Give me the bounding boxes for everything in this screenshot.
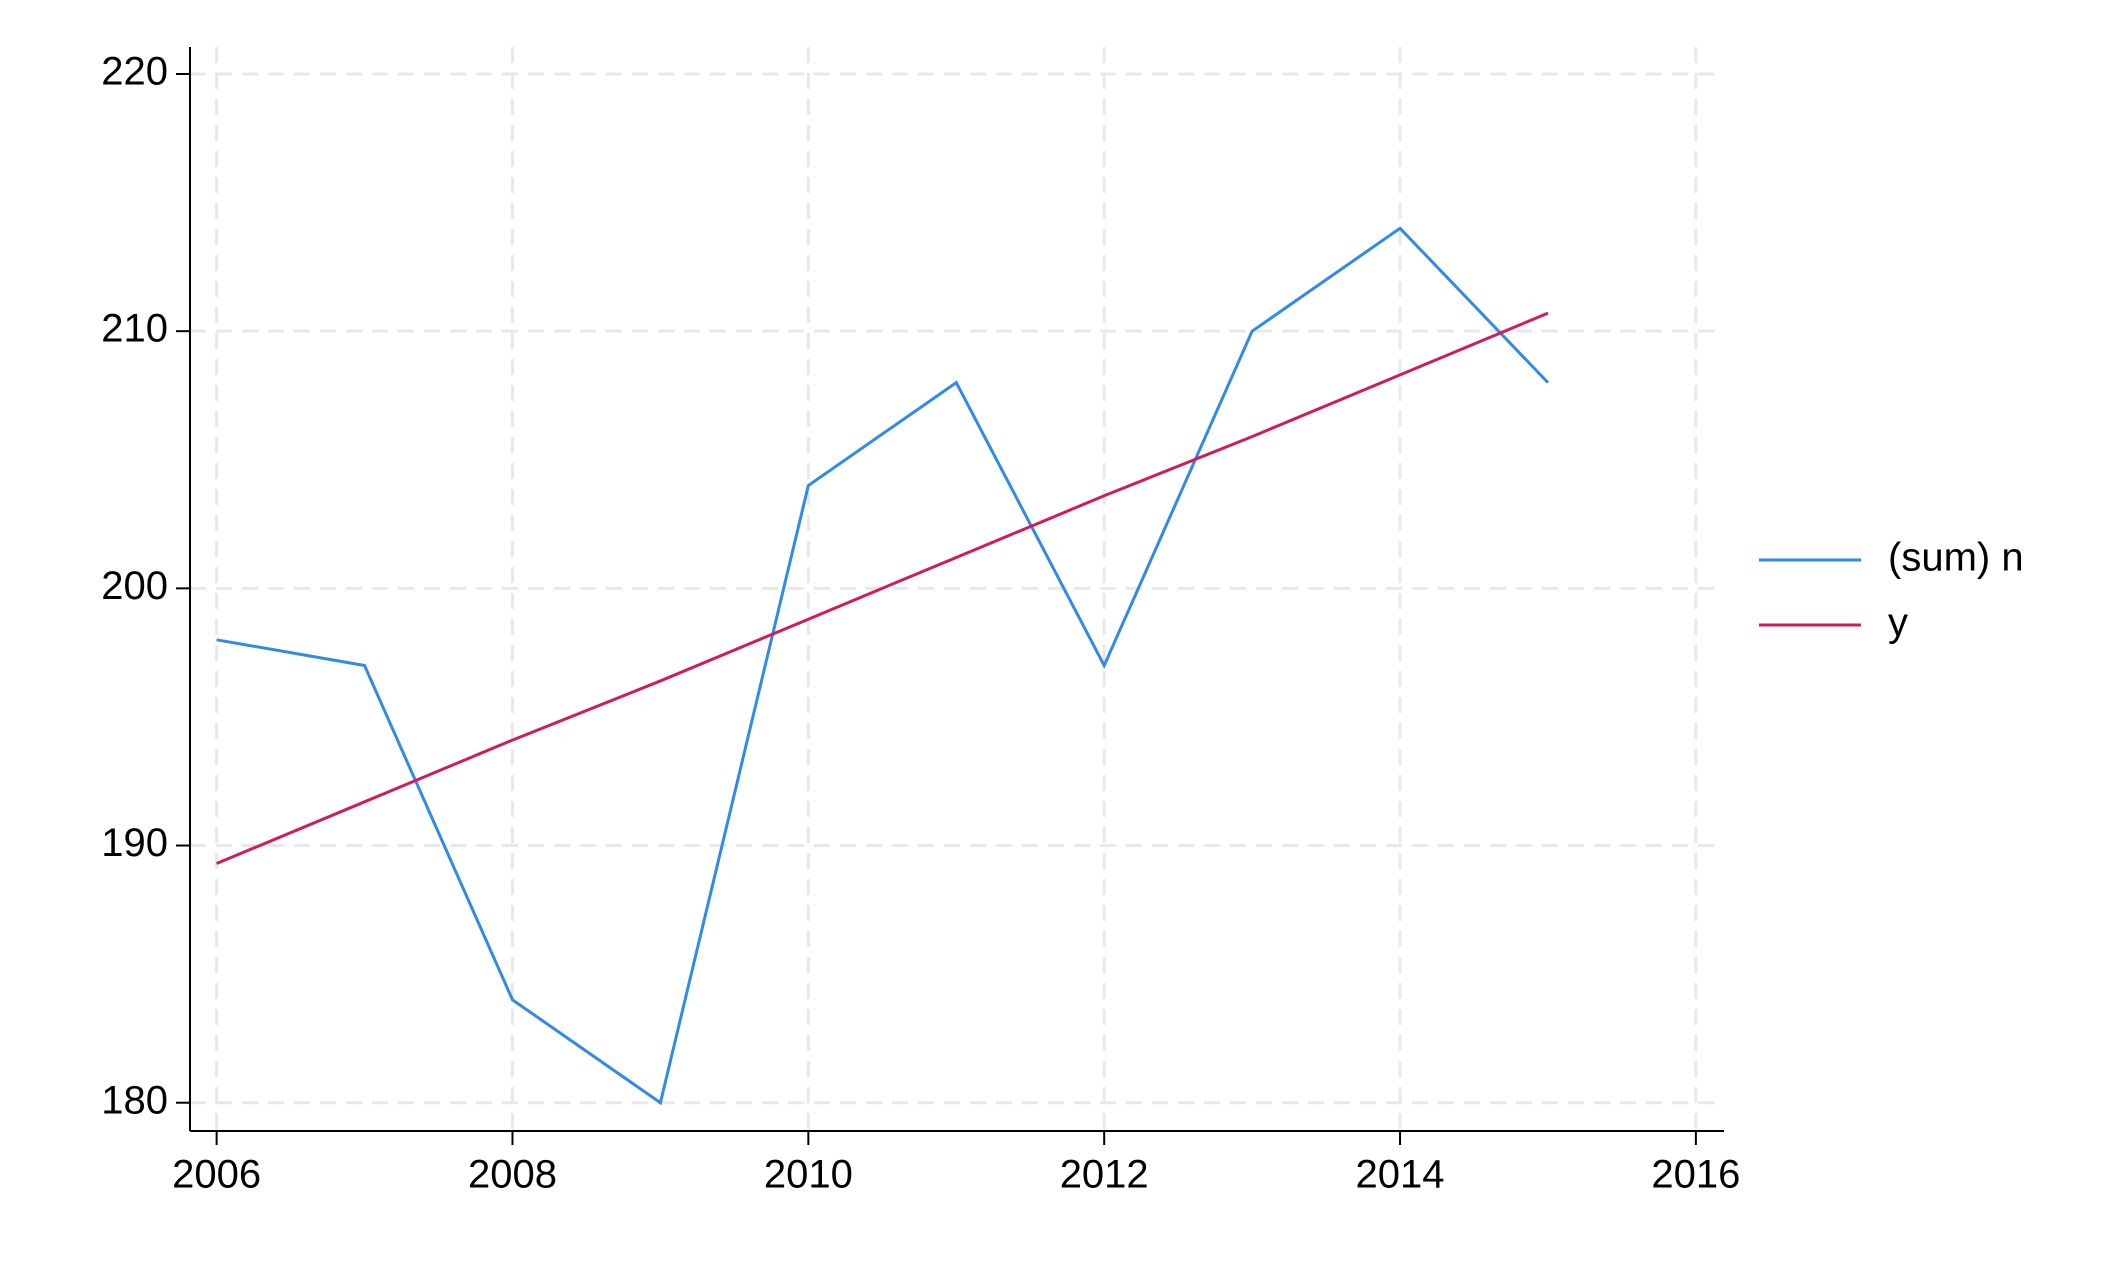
y-tick-label: 200	[101, 564, 168, 608]
y-tick-label: 220	[101, 50, 168, 94]
x-tick-label: 2012	[1060, 1153, 1149, 1197]
legend-label: y	[1888, 601, 1908, 645]
x-tick-label: 2008	[468, 1153, 557, 1197]
x-tick-label: 2016	[1651, 1153, 1740, 1197]
x-tick-label: 2014	[1356, 1153, 1445, 1197]
line-series	[216, 311, 1549, 865]
y-tick-label: 210	[101, 307, 168, 351]
x-tick-label: 2010	[764, 1153, 853, 1197]
line-series	[216, 226, 1550, 1106]
y-tick-label: 180	[101, 1078, 168, 1122]
x-tick-label: 2006	[172, 1153, 261, 1197]
y-tick-label: 190	[101, 821, 168, 865]
legend-label: (sum) n	[1888, 536, 2024, 580]
